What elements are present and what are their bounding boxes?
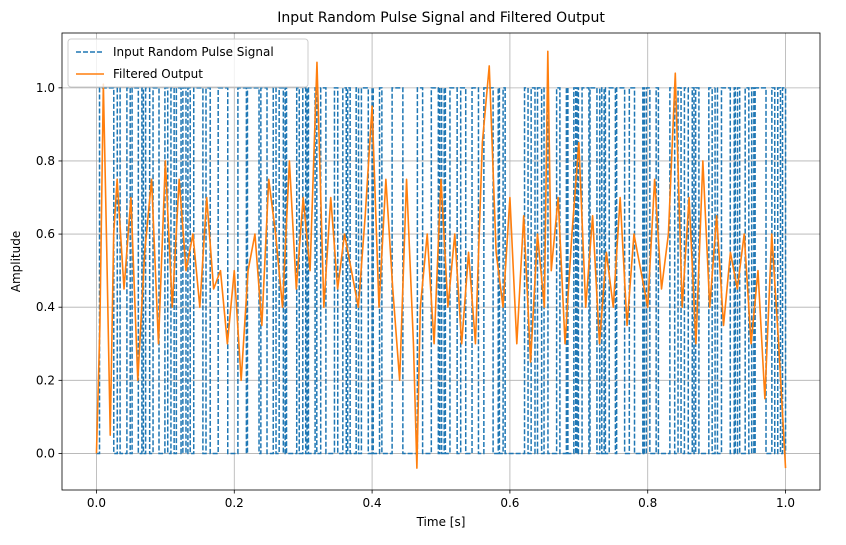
x-tick-label: 1.0 [776, 496, 795, 510]
legend: Input Random Pulse Signal Filtered Outpu… [67, 38, 309, 88]
legend-box [67, 38, 309, 88]
x-tick-label: 0.6 [500, 496, 519, 510]
x-tick-label: 0.0 [87, 496, 106, 510]
series-filtered-output [95, 50, 787, 469]
legend-label-input: Input Random Pulse Signal [113, 45, 274, 59]
x-axis-label: Time [s] [416, 515, 466, 529]
y-tick-label: 1.0 [36, 81, 55, 95]
y-axis-label: Amplitude [9, 231, 23, 293]
y-tick-label: 0.6 [36, 227, 55, 241]
filtered-output-line [95, 50, 787, 469]
chart-title: Input Random Pulse Signal and Filtered O… [277, 10, 605, 26]
x-tick-label: 0.8 [638, 496, 657, 510]
x-tick-label: 0.4 [363, 496, 382, 510]
y-tick-label: 0.8 [36, 154, 55, 168]
legend-label-output: Filtered Output [113, 67, 203, 81]
y-axis-ticks: 0.0 0.2 0.4 0.6 0.8 1.0 [36, 81, 62, 460]
x-tick-label: 0.2 [225, 496, 244, 510]
y-tick-label: 0.2 [36, 373, 55, 387]
y-tick-label: 0.0 [36, 446, 55, 460]
x-axis-ticks: 0.0 0.2 0.4 0.6 0.8 1.0 [87, 490, 795, 510]
y-tick-label: 0.4 [36, 300, 55, 314]
plot-frame [61, 32, 821, 491]
